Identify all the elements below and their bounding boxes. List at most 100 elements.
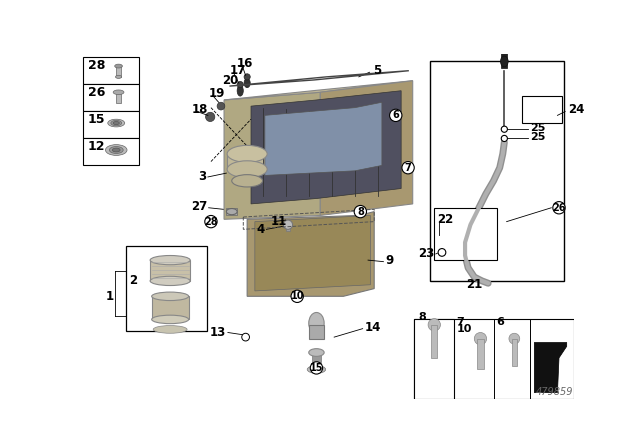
Text: 9: 9	[386, 254, 394, 267]
Ellipse shape	[227, 161, 267, 178]
Circle shape	[217, 102, 225, 110]
Text: 7: 7	[404, 163, 412, 173]
Circle shape	[284, 220, 292, 229]
Text: 22: 22	[437, 213, 454, 226]
Ellipse shape	[106, 145, 127, 155]
Ellipse shape	[308, 313, 324, 334]
Text: 28: 28	[204, 217, 218, 227]
Circle shape	[354, 206, 367, 218]
Circle shape	[291, 290, 303, 302]
Polygon shape	[320, 81, 413, 215]
Bar	[477, 339, 484, 370]
Polygon shape	[265, 102, 382, 176]
Circle shape	[244, 74, 250, 80]
Bar	[126, 246, 207, 331]
Text: 24: 24	[568, 103, 584, 116]
Ellipse shape	[152, 315, 189, 323]
Circle shape	[402, 162, 414, 174]
Bar	[312, 350, 321, 362]
Text: 5: 5	[372, 64, 381, 77]
Text: 10: 10	[291, 291, 304, 302]
Circle shape	[390, 109, 402, 121]
Ellipse shape	[227, 146, 267, 162]
Text: 7: 7	[456, 317, 465, 327]
Text: 11: 11	[270, 215, 287, 228]
Text: 17: 17	[230, 64, 246, 77]
Ellipse shape	[152, 292, 189, 301]
Bar	[308, 325, 324, 339]
Bar	[150, 260, 190, 281]
Text: 10: 10	[456, 324, 472, 334]
Bar	[501, 51, 508, 68]
Ellipse shape	[115, 64, 122, 68]
Circle shape	[438, 249, 446, 256]
Polygon shape	[224, 81, 413, 100]
Text: 19: 19	[209, 87, 225, 100]
Ellipse shape	[150, 255, 190, 265]
Text: 4: 4	[257, 223, 265, 236]
Ellipse shape	[237, 85, 243, 96]
Ellipse shape	[113, 148, 120, 152]
Ellipse shape	[308, 349, 324, 356]
Bar	[435, 208, 497, 260]
Circle shape	[428, 319, 440, 331]
Bar	[116, 92, 121, 103]
Circle shape	[205, 112, 215, 121]
Circle shape	[501, 126, 508, 132]
Ellipse shape	[113, 121, 119, 125]
Bar	[83, 111, 139, 138]
Circle shape	[310, 362, 323, 374]
Circle shape	[509, 333, 520, 344]
Bar	[227, 208, 237, 215]
Bar	[152, 296, 189, 319]
Polygon shape	[255, 215, 371, 291]
Bar	[285, 225, 291, 231]
Bar	[227, 154, 267, 169]
Ellipse shape	[113, 90, 124, 95]
Bar	[522, 96, 562, 123]
Bar	[414, 319, 454, 399]
Bar	[431, 325, 437, 358]
Text: 6: 6	[496, 317, 504, 327]
Circle shape	[553, 202, 565, 214]
Bar	[232, 123, 236, 165]
Polygon shape	[224, 92, 320, 220]
Ellipse shape	[307, 366, 326, 373]
Text: 8: 8	[357, 207, 364, 217]
Bar	[230, 121, 237, 127]
Text: 21: 21	[466, 278, 483, 291]
Text: 479859: 479859	[536, 387, 573, 397]
Text: 23: 23	[418, 247, 435, 260]
Text: 14: 14	[365, 321, 381, 334]
Ellipse shape	[227, 208, 237, 215]
Text: 26: 26	[88, 86, 105, 99]
Ellipse shape	[150, 276, 190, 285]
Text: 15: 15	[88, 113, 105, 126]
Text: 12: 12	[88, 140, 105, 153]
Ellipse shape	[244, 78, 250, 88]
Polygon shape	[251, 91, 401, 204]
Bar	[429, 61, 564, 281]
Bar	[116, 65, 121, 77]
Text: 18: 18	[192, 103, 208, 116]
Ellipse shape	[500, 56, 508, 67]
Text: 20: 20	[223, 74, 239, 87]
Ellipse shape	[153, 326, 187, 333]
Bar	[83, 57, 139, 84]
Text: 6: 6	[392, 110, 399, 121]
Circle shape	[242, 333, 250, 341]
Ellipse shape	[115, 75, 122, 78]
Ellipse shape	[109, 146, 123, 154]
Text: 2: 2	[129, 275, 138, 288]
Ellipse shape	[111, 121, 122, 126]
Bar	[512, 339, 517, 366]
Text: 15: 15	[310, 363, 323, 373]
Text: 25: 25	[531, 132, 546, 142]
Text: 27: 27	[191, 200, 207, 213]
Text: 25: 25	[531, 123, 546, 133]
Text: 26: 26	[552, 203, 566, 213]
Text: 1: 1	[106, 290, 114, 303]
Bar	[83, 138, 139, 165]
Polygon shape	[534, 343, 566, 392]
Text: 8: 8	[418, 312, 426, 322]
